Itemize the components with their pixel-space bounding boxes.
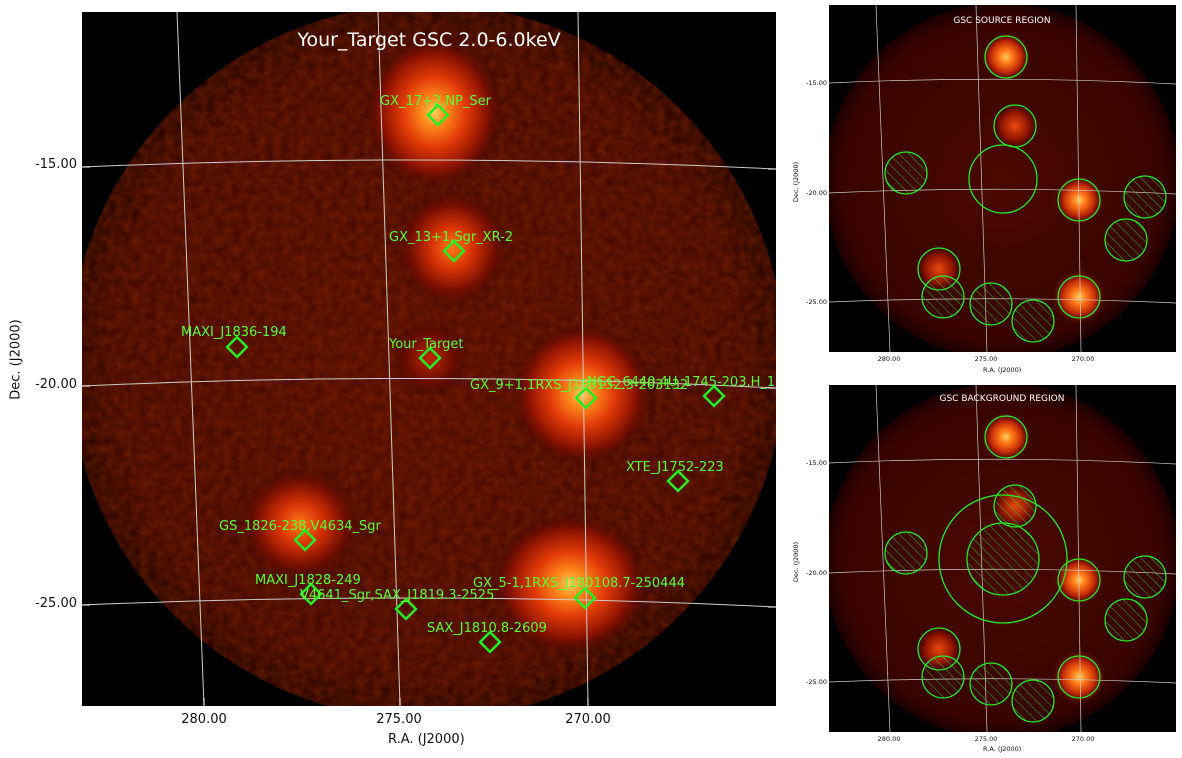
frame-ticks <box>82 166 776 706</box>
marker-maxi1836 <box>225 335 249 359</box>
region-circle <box>1123 555 1167 599</box>
source-labels: GX_17+2,NP_Ser GX_13+1,Sgr_XR-2 MAXI_J18… <box>181 94 776 636</box>
source-label: MAXI_J1828-249 <box>255 573 361 588</box>
y-tick-label: -20.00 <box>806 569 827 577</box>
x-tick-label: 275.00 <box>974 735 998 743</box>
region-circle <box>921 275 965 319</box>
region-circle <box>1057 558 1101 602</box>
marker-gx9 <box>574 386 598 410</box>
x-tick-label: 270.00 <box>565 712 611 727</box>
x-tick-label: 270.00 <box>1071 735 1095 743</box>
main-sky-svg: Your_Target GSC 2.0-6.0keV GX_17+2,NP_Se… <box>82 12 776 706</box>
marker-gx13 <box>442 239 466 263</box>
region-circle <box>884 531 928 575</box>
region-circle <box>1011 299 1055 343</box>
x-tick-label: 280.00 <box>877 735 901 743</box>
source-region-svg: GSC SOURCE REGION <box>829 5 1176 352</box>
source-label: MAXI_J1836-194 <box>181 325 287 340</box>
y-axis-label: Dec. (J2000) <box>792 541 801 583</box>
marker-gs1826 <box>293 528 317 552</box>
marker-xte1752 <box>666 469 690 493</box>
source-region-circle <box>968 144 1038 214</box>
y-tick-label: -25.00 <box>806 678 827 686</box>
marker-target <box>418 346 442 370</box>
y-tick-label: -20.00 <box>806 189 827 197</box>
marker-sax1810 <box>478 630 502 654</box>
region-circle <box>1057 655 1101 699</box>
y-tick-label: -15.00 <box>35 157 77 172</box>
coordinate-grid <box>82 12 776 706</box>
x-tick-label: 280.00 <box>877 355 901 363</box>
marker-gx5 <box>573 586 597 610</box>
y-tick-label: -25.00 <box>35 596 77 611</box>
marker-maxi1828 <box>299 582 323 606</box>
source-region-title: GSC SOURCE REGION <box>953 16 1050 26</box>
source-label: GX_17+2,NP_Ser <box>380 94 492 109</box>
region-circle <box>1104 218 1148 262</box>
source-label: GX_13+1,Sgr_XR-2 <box>389 230 513 245</box>
main-sky-image: Your_Target GSC 2.0-6.0keV GX_17+2,NP_Se… <box>82 12 776 706</box>
x-axis-label: R.A. (J2000) <box>388 732 465 747</box>
background-region-title: GSC BACKGROUND REGION <box>940 394 1065 404</box>
source-label: V4641_Sgr,SAX_J1819.3-2525 <box>300 588 494 603</box>
x-axis-label: R.A. (J2000) <box>983 366 1022 374</box>
background-region-svg: GSC BACKGROUND REGION <box>829 385 1176 732</box>
region-circle <box>884 151 928 195</box>
x-tick-label: 275.00 <box>376 712 422 727</box>
region-circle <box>969 282 1013 326</box>
x-tick-label: 270.00 <box>1071 355 1095 363</box>
y-tick-label: -15.00 <box>806 79 827 87</box>
main-title: Your_Target GSC 2.0-6.0keV <box>296 29 560 51</box>
marker-gx17 <box>426 103 450 127</box>
region-circle <box>993 484 1037 528</box>
region-circle <box>984 415 1028 459</box>
region-circle <box>1104 598 1148 642</box>
background-annulus-inner <box>966 522 1040 596</box>
region-circle <box>1123 175 1167 219</box>
region-circle <box>1057 178 1101 222</box>
source-region-image: GSC SOURCE REGION <box>829 5 1176 352</box>
y-tick-label: -20.00 <box>35 377 77 392</box>
source-label: GX_5-1,1RXS_J180108.7-250444 <box>473 576 685 591</box>
source-markers <box>225 103 726 654</box>
y-tick-label: -25.00 <box>806 298 827 306</box>
source-label: NGC_6440,4U_1745-203,H_17 <box>587 375 776 390</box>
x-axis-label: R.A. (J2000) <box>983 745 1022 753</box>
region-circle <box>1011 679 1055 723</box>
region-circles <box>884 415 1167 723</box>
region-circle <box>921 655 965 699</box>
source-label: SAX_J1810.8-2609 <box>427 621 547 636</box>
background-region-image: GSC BACKGROUND REGION <box>829 385 1176 732</box>
y-tick-label: -15.00 <box>806 459 827 467</box>
region-circle <box>969 662 1013 706</box>
region-circle <box>984 35 1028 79</box>
source-label: GX_9+1,1RXS_J180132.3-203132 <box>470 378 688 393</box>
y-axis-label: Dec. (J2000) <box>792 161 801 203</box>
marker-v4641 <box>394 597 418 621</box>
source-label: Your_Target <box>388 337 463 352</box>
marker-ngc6440 <box>702 384 726 408</box>
x-tick-label: 275.00 <box>974 355 998 363</box>
source-label: XTE_J1752-223 <box>626 460 724 475</box>
region-circles <box>884 35 1167 343</box>
region-circle <box>1057 275 1101 319</box>
source-label: GS_1826-238,V4634_Sgr <box>219 519 382 534</box>
y-axis-label: Dec. (J2000) <box>8 319 24 400</box>
x-tick-label: 280.00 <box>181 712 227 727</box>
